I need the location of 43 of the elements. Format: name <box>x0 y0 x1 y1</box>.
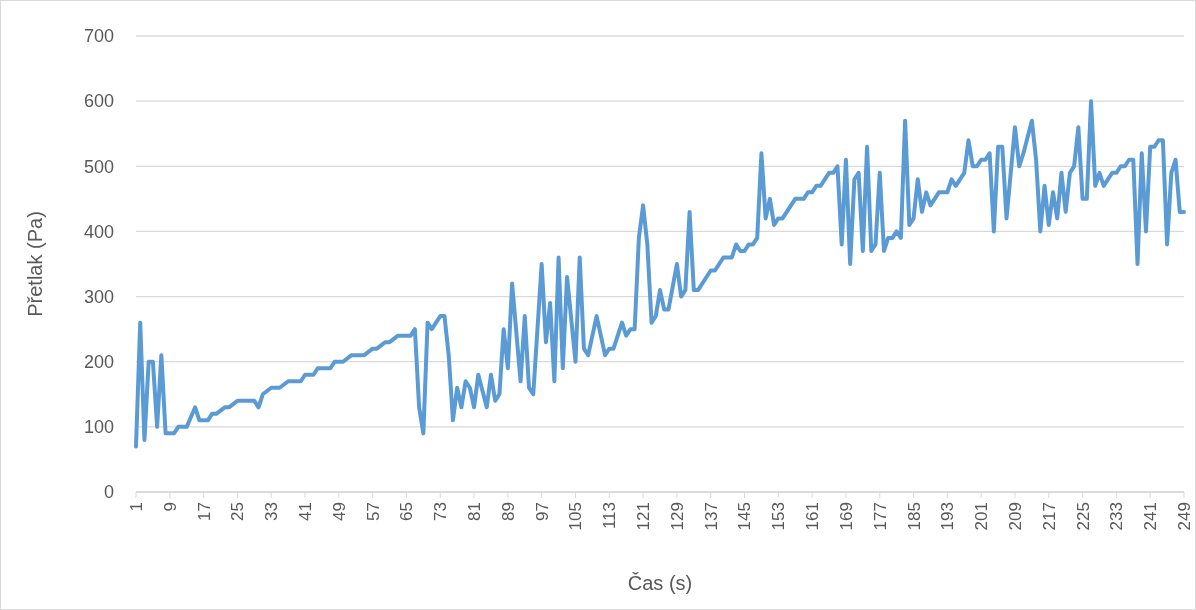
x-tick-label: 65 <box>397 502 417 521</box>
x-tick-label: 201 <box>972 502 992 531</box>
x-tick-label: 49 <box>329 502 349 521</box>
x-tick-label: 153 <box>769 502 789 531</box>
y-tick-label: 0 <box>103 482 114 503</box>
line-series <box>134 99 1186 449</box>
x-tick-label: 145 <box>735 502 755 531</box>
y-tick-label: 500 <box>83 156 114 177</box>
x-tick-label: 121 <box>634 502 654 531</box>
x-tick-label: 185 <box>904 502 924 531</box>
y-tick-label: 700 <box>83 26 114 47</box>
x-tick-label: 17 <box>194 502 214 521</box>
x-tick-label: 73 <box>431 502 451 521</box>
x-tick-label: 33 <box>262 502 282 521</box>
y-tick-label: 600 <box>83 91 114 112</box>
y-tick-label: 400 <box>83 221 114 242</box>
x-tick-label: 9 <box>160 502 180 512</box>
x-tick-label: 137 <box>701 502 721 531</box>
x-tick-label: 233 <box>1107 502 1127 531</box>
x-tick-label: 105 <box>566 502 586 531</box>
x-tick-label: 161 <box>803 502 823 531</box>
x-tick-label: 217 <box>1039 502 1059 531</box>
x-axis-title: Čas (s) <box>627 572 693 594</box>
x-tick-label: 241 <box>1141 502 1161 531</box>
y-tick-label: 100 <box>83 417 114 438</box>
y-tick-label: 200 <box>83 352 114 373</box>
x-tick-label: 1 <box>126 502 146 512</box>
x-tick-label: 113 <box>600 502 620 530</box>
x-tick-label: 177 <box>870 502 890 531</box>
y-axis-title: Přetlak (Pa) <box>24 211 46 317</box>
x-tick-label: 89 <box>498 502 518 521</box>
x-tick-label: 97 <box>532 502 552 521</box>
x-tick-label: 25 <box>228 502 248 521</box>
x-tick-label: 57 <box>363 502 383 521</box>
x-tick-label: 225 <box>1073 502 1093 531</box>
x-tick-label: 129 <box>667 502 687 531</box>
x-tick-label: 249 <box>1174 502 1194 531</box>
x-tick-label: 193 <box>938 502 958 531</box>
y-tick-label: 300 <box>83 286 114 307</box>
x-tick-label: 209 <box>1005 502 1025 531</box>
x-tick-label: 169 <box>836 502 856 531</box>
x-tick-label: 41 <box>295 502 315 521</box>
x-tick-label: 81 <box>465 502 485 521</box>
